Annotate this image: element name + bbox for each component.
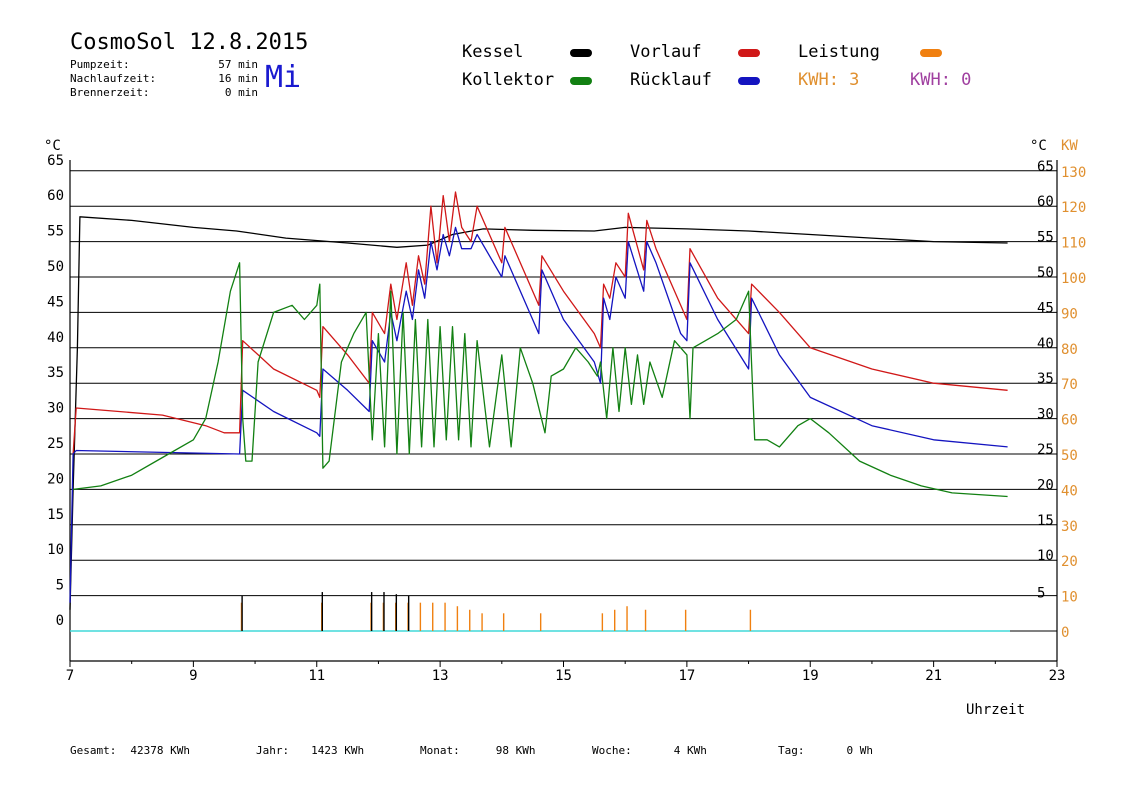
y-tick-label-left: 65 (47, 153, 64, 169)
power-tick-label: 30 (1061, 519, 1078, 535)
y-tick-label-left: 45 (47, 294, 64, 310)
legend-kwh-burner: KWH: 0 (910, 70, 972, 90)
overrun-time: Nachlaufzeit: 16 min (70, 72, 258, 85)
y-tick-label-left: 5 (56, 578, 64, 594)
y-axis-unit-left: °C (44, 138, 61, 154)
y-tick-label-right: 55 (1037, 230, 1054, 246)
power-tick-label: 10 (1061, 590, 1078, 606)
y-tick-label-left: 50 (47, 259, 64, 275)
y-tick-label-right: 35 (1037, 371, 1054, 387)
x-tick-label: 21 (925, 668, 942, 684)
power-axis-unit: KW (1061, 138, 1078, 154)
power-tick-label: 130 (1061, 165, 1086, 181)
y-tick-label-left: 20 (47, 471, 64, 487)
power-tick-label: 0 (1061, 625, 1069, 641)
x-tick-label: 17 (678, 668, 695, 684)
y-tick-label-right: 10 (1037, 548, 1054, 564)
x-tick-label: 9 (189, 668, 197, 684)
legend-vorlauf-swatch (738, 49, 760, 57)
chart-title: CosmoSol 12.8.2015 (70, 30, 309, 55)
series-line-ruecklauf (69, 226, 1008, 603)
y-tick-label-left: 35 (47, 365, 64, 381)
y-tick-label-right: 60 (1037, 194, 1054, 210)
x-tick-label: 19 (802, 668, 819, 684)
footer-total: Gesamt: 42378 KWh (70, 744, 190, 757)
footer-year: Jahr: 1423 KWh (256, 744, 365, 757)
power-tick-label: 70 (1061, 377, 1078, 393)
x-axis-label: Uhrzeit (966, 702, 1025, 718)
legend-kessel: Kessel (462, 42, 524, 62)
y-tick-label-left: 25 (47, 436, 64, 452)
x-tick-label: 13 (432, 668, 449, 684)
power-tick-label: 110 (1061, 236, 1086, 252)
footer-week: Woche: 4 KWh (592, 744, 707, 757)
power-tick-label: 100 (1061, 271, 1086, 287)
series-line-kollektor (73, 262, 1008, 498)
y-axis-unit-right: °C (1030, 138, 1047, 154)
x-tick-label: 15 (555, 668, 572, 684)
footer-day: Tag: 0 Wh (778, 744, 873, 757)
power-tick-label: 80 (1061, 342, 1078, 358)
legend-ruecklauf-swatch (738, 77, 760, 85)
y-tick-label-left: 55 (47, 224, 64, 240)
y-tick-label-right: 65 (1037, 159, 1054, 175)
y-tick-label-left: 60 (47, 188, 64, 204)
y-tick-label-right: 45 (1037, 300, 1054, 316)
weekday-label: Mi (265, 60, 302, 95)
power-tick-label: 90 (1061, 306, 1078, 322)
y-tick-label-right: 15 (1037, 513, 1054, 529)
legend-kessel-swatch (570, 49, 592, 57)
legend-leistung-swatch (920, 49, 942, 57)
series-line-kessel (69, 216, 1008, 610)
legend-leistung: Leistung (798, 42, 880, 62)
series-line-vorlauf (72, 191, 1008, 455)
y-tick-label-left: 15 (47, 507, 64, 523)
burner-time: Brennerzeit: 0 min (70, 86, 258, 99)
y-tick-label-right: 40 (1037, 336, 1054, 352)
y-tick-label-right: 5 (1037, 586, 1045, 602)
y-tick-label-right: 25 (1037, 442, 1054, 458)
y-tick-label-left: 0 (56, 613, 64, 629)
power-tick-label: 20 (1061, 554, 1078, 570)
legend-kollektor-swatch (570, 77, 592, 85)
legend-kwh-energy: KWH: 3 (798, 70, 860, 90)
x-tick-label: 11 (308, 668, 325, 684)
y-tick-label-left: 10 (47, 542, 64, 558)
legend-ruecklauf: Rücklauf (630, 70, 712, 90)
power-tick-label: 40 (1061, 483, 1078, 499)
power-tick-label: 60 (1061, 413, 1078, 429)
y-tick-label-left: 40 (47, 330, 64, 346)
legend-vorlauf: Vorlauf (630, 42, 702, 62)
y-tick-label-left: 30 (47, 401, 64, 417)
pump-time: Pumpzeit: 57 min (70, 58, 258, 71)
y-tick-label-right: 30 (1037, 407, 1054, 423)
x-tick-label: 7 (66, 668, 74, 684)
power-tick-label: 120 (1061, 200, 1086, 216)
y-tick-label-right: 50 (1037, 265, 1054, 281)
legend-kollektor: Kollektor (462, 70, 555, 90)
y-tick-label-right: 20 (1037, 477, 1054, 493)
x-tick-label: 23 (1049, 668, 1066, 684)
power-tick-label: 50 (1061, 448, 1078, 464)
footer-month: Monat: 98 KWh (420, 744, 536, 757)
